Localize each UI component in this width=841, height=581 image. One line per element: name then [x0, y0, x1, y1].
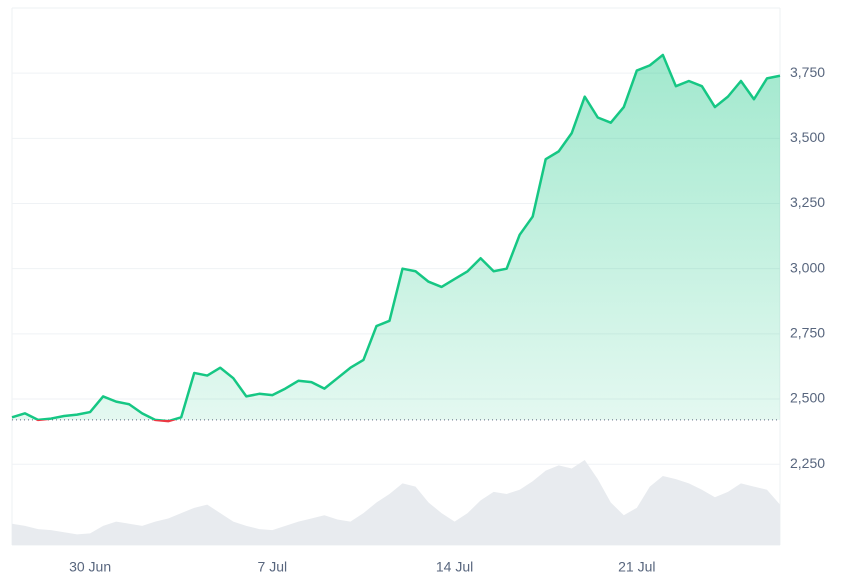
y-tick-label: 3,250: [790, 194, 825, 210]
x-tick-label: 14 Jul: [436, 559, 473, 575]
y-tick-label: 3,500: [790, 129, 825, 145]
x-tick-label: 7 Jul: [258, 559, 288, 575]
price-area: [12, 54, 780, 420]
y-tick-label: 3,000: [790, 259, 825, 275]
price-line: [11, 53, 781, 423]
x-tick-label: 30 Jun: [69, 559, 111, 575]
x-tick-label: 21 Jul: [618, 559, 655, 575]
y-tick-label: 3,750: [790, 64, 825, 80]
y-tick-label: 2,750: [790, 325, 825, 341]
y-tick-label: 2,500: [790, 390, 825, 406]
volume-area: [12, 460, 780, 545]
y-tick-label: 2,250: [790, 455, 825, 471]
